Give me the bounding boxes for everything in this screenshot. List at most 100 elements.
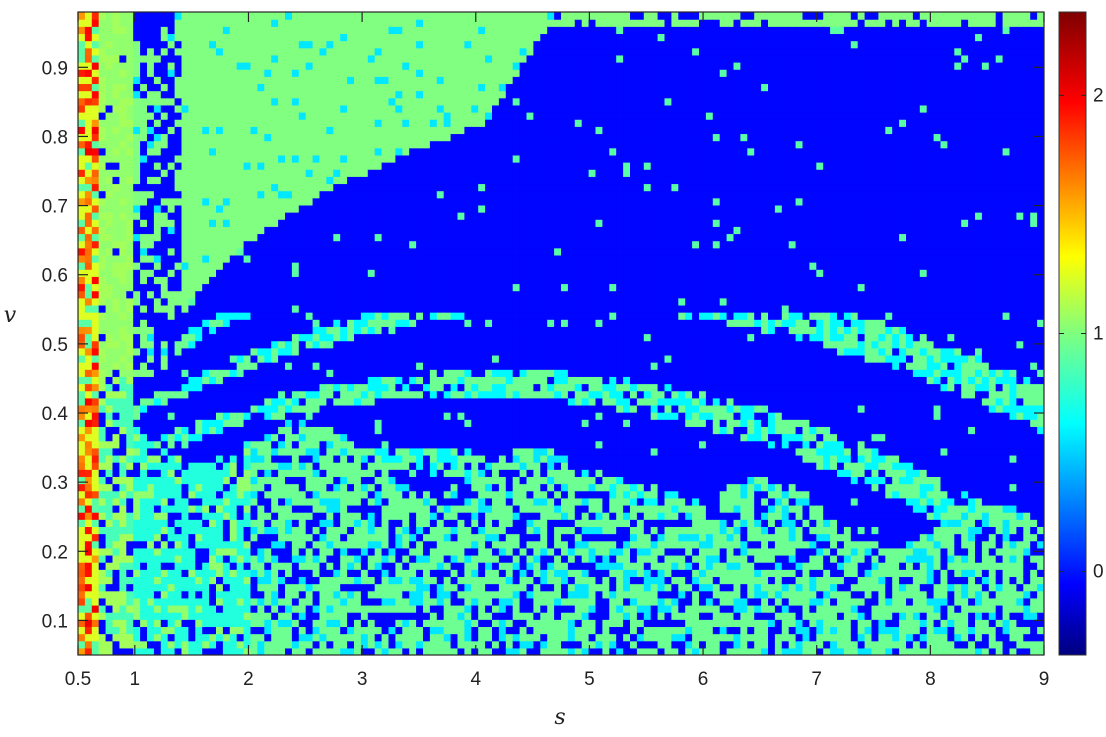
heatmap-cell — [347, 590, 355, 599]
heatmap-cell — [133, 647, 141, 655]
heatmap-cell — [291, 276, 300, 285]
heatmap-cell — [147, 119, 155, 127]
heatmap-cell — [105, 612, 114, 620]
heatmap-cell — [229, 62, 238, 70]
heatmap-cell — [443, 369, 452, 377]
heatmap-cell — [360, 47, 369, 56]
heatmap-cell — [140, 140, 148, 149]
heatmap-cell — [216, 190, 224, 199]
heatmap-cell — [436, 433, 445, 442]
heatmap-cell — [395, 619, 403, 628]
heatmap-cell — [160, 40, 169, 49]
heatmap-cell — [188, 233, 196, 242]
heatmap-cell — [285, 347, 293, 356]
heatmap-cell — [126, 197, 134, 206]
heatmap-cell — [195, 526, 203, 535]
heatmap-cell — [250, 126, 258, 135]
heatmap-cell — [278, 112, 286, 120]
heatmap-cell — [181, 312, 189, 320]
heatmap-cell — [84, 612, 93, 620]
heatmap-cell — [416, 590, 424, 599]
heatmap-cell — [402, 640, 410, 649]
heatmap-cell — [126, 312, 134, 320]
heatmap-cell — [264, 312, 272, 320]
heatmap-cell — [133, 397, 141, 406]
heatmap-cell — [209, 104, 217, 113]
heatmap-cell — [250, 569, 258, 578]
heatmap-cell — [78, 183, 86, 192]
heatmap-cell — [402, 512, 410, 520]
heatmap-cell — [188, 47, 196, 56]
heatmap-cell — [133, 219, 141, 227]
heatmap-cell — [319, 597, 327, 606]
heatmap-cell — [305, 69, 314, 77]
heatmap-cell — [326, 312, 334, 320]
heatmap-cell — [450, 640, 459, 649]
heatmap-cell — [119, 554, 127, 563]
heatmap-cell — [264, 362, 272, 370]
heatmap-cell — [264, 69, 272, 77]
heatmap-cell — [222, 433, 231, 442]
heatmap-cell — [250, 169, 258, 177]
heatmap-cell — [84, 469, 93, 477]
heatmap-cell — [243, 76, 252, 85]
heatmap-cell — [167, 147, 176, 156]
heatmap-cell — [202, 54, 210, 63]
heatmap-cell — [112, 240, 120, 249]
heatmap-cell — [367, 526, 376, 535]
heatmap-cell — [236, 212, 245, 220]
heatmap-cell — [126, 33, 134, 42]
heatmap-cell — [305, 226, 314, 235]
heatmap-cell — [257, 576, 265, 585]
heatmap-cell — [312, 47, 321, 56]
heatmap-cell — [91, 633, 100, 642]
heatmap-cell — [119, 62, 127, 70]
heatmap-cell — [229, 290, 238, 299]
heatmap-cell — [278, 197, 286, 206]
heatmap-cell — [443, 476, 452, 485]
heatmap-cell — [305, 512, 314, 520]
heatmap-cell — [333, 576, 341, 585]
heatmap-cell — [457, 512, 465, 520]
heatmap-cell — [112, 362, 120, 370]
heatmap-cell — [395, 33, 403, 42]
heatmap-cell — [229, 197, 238, 206]
heatmap-cell — [181, 140, 189, 149]
heatmap-cell — [250, 547, 258, 556]
heatmap-cell — [319, 112, 327, 120]
heatmap-cell — [298, 412, 307, 420]
heatmap-cell — [374, 219, 383, 227]
heatmap-cell — [250, 290, 258, 299]
heatmap-cell — [436, 640, 445, 649]
heatmap-cell — [285, 376, 293, 385]
heatmap-cell — [402, 119, 410, 127]
heatmap-cell — [91, 626, 100, 635]
heatmap-cell — [436, 219, 445, 227]
heatmap-cell — [305, 254, 314, 263]
heatmap-cell — [243, 297, 252, 306]
heatmap-cell — [78, 433, 86, 442]
heatmap-cell — [209, 90, 217, 99]
heatmap-cell — [347, 433, 355, 442]
heatmap-cell — [243, 169, 252, 177]
heatmap-cell — [209, 376, 217, 385]
heatmap-cell — [436, 212, 445, 220]
heatmap-cell — [209, 154, 217, 163]
heatmap-cell — [112, 147, 120, 156]
heatmap-cell — [436, 626, 445, 635]
heatmap-cell — [105, 333, 114, 342]
heatmap-cell — [202, 147, 210, 156]
heatmap-cell — [140, 176, 148, 185]
heatmap-cell — [319, 119, 327, 127]
heatmap-cell — [167, 262, 176, 270]
heatmap-cell — [202, 133, 210, 142]
heatmap-cell — [298, 362, 307, 370]
heatmap-cell — [298, 76, 307, 85]
heatmap-cell — [429, 412, 438, 420]
heatmap-cell — [326, 90, 334, 99]
heatmap-cell — [347, 333, 355, 342]
heatmap-cell — [202, 412, 210, 420]
heatmap-cell — [285, 354, 293, 363]
heatmap-cell — [388, 133, 396, 142]
heatmap-cell — [257, 412, 265, 420]
